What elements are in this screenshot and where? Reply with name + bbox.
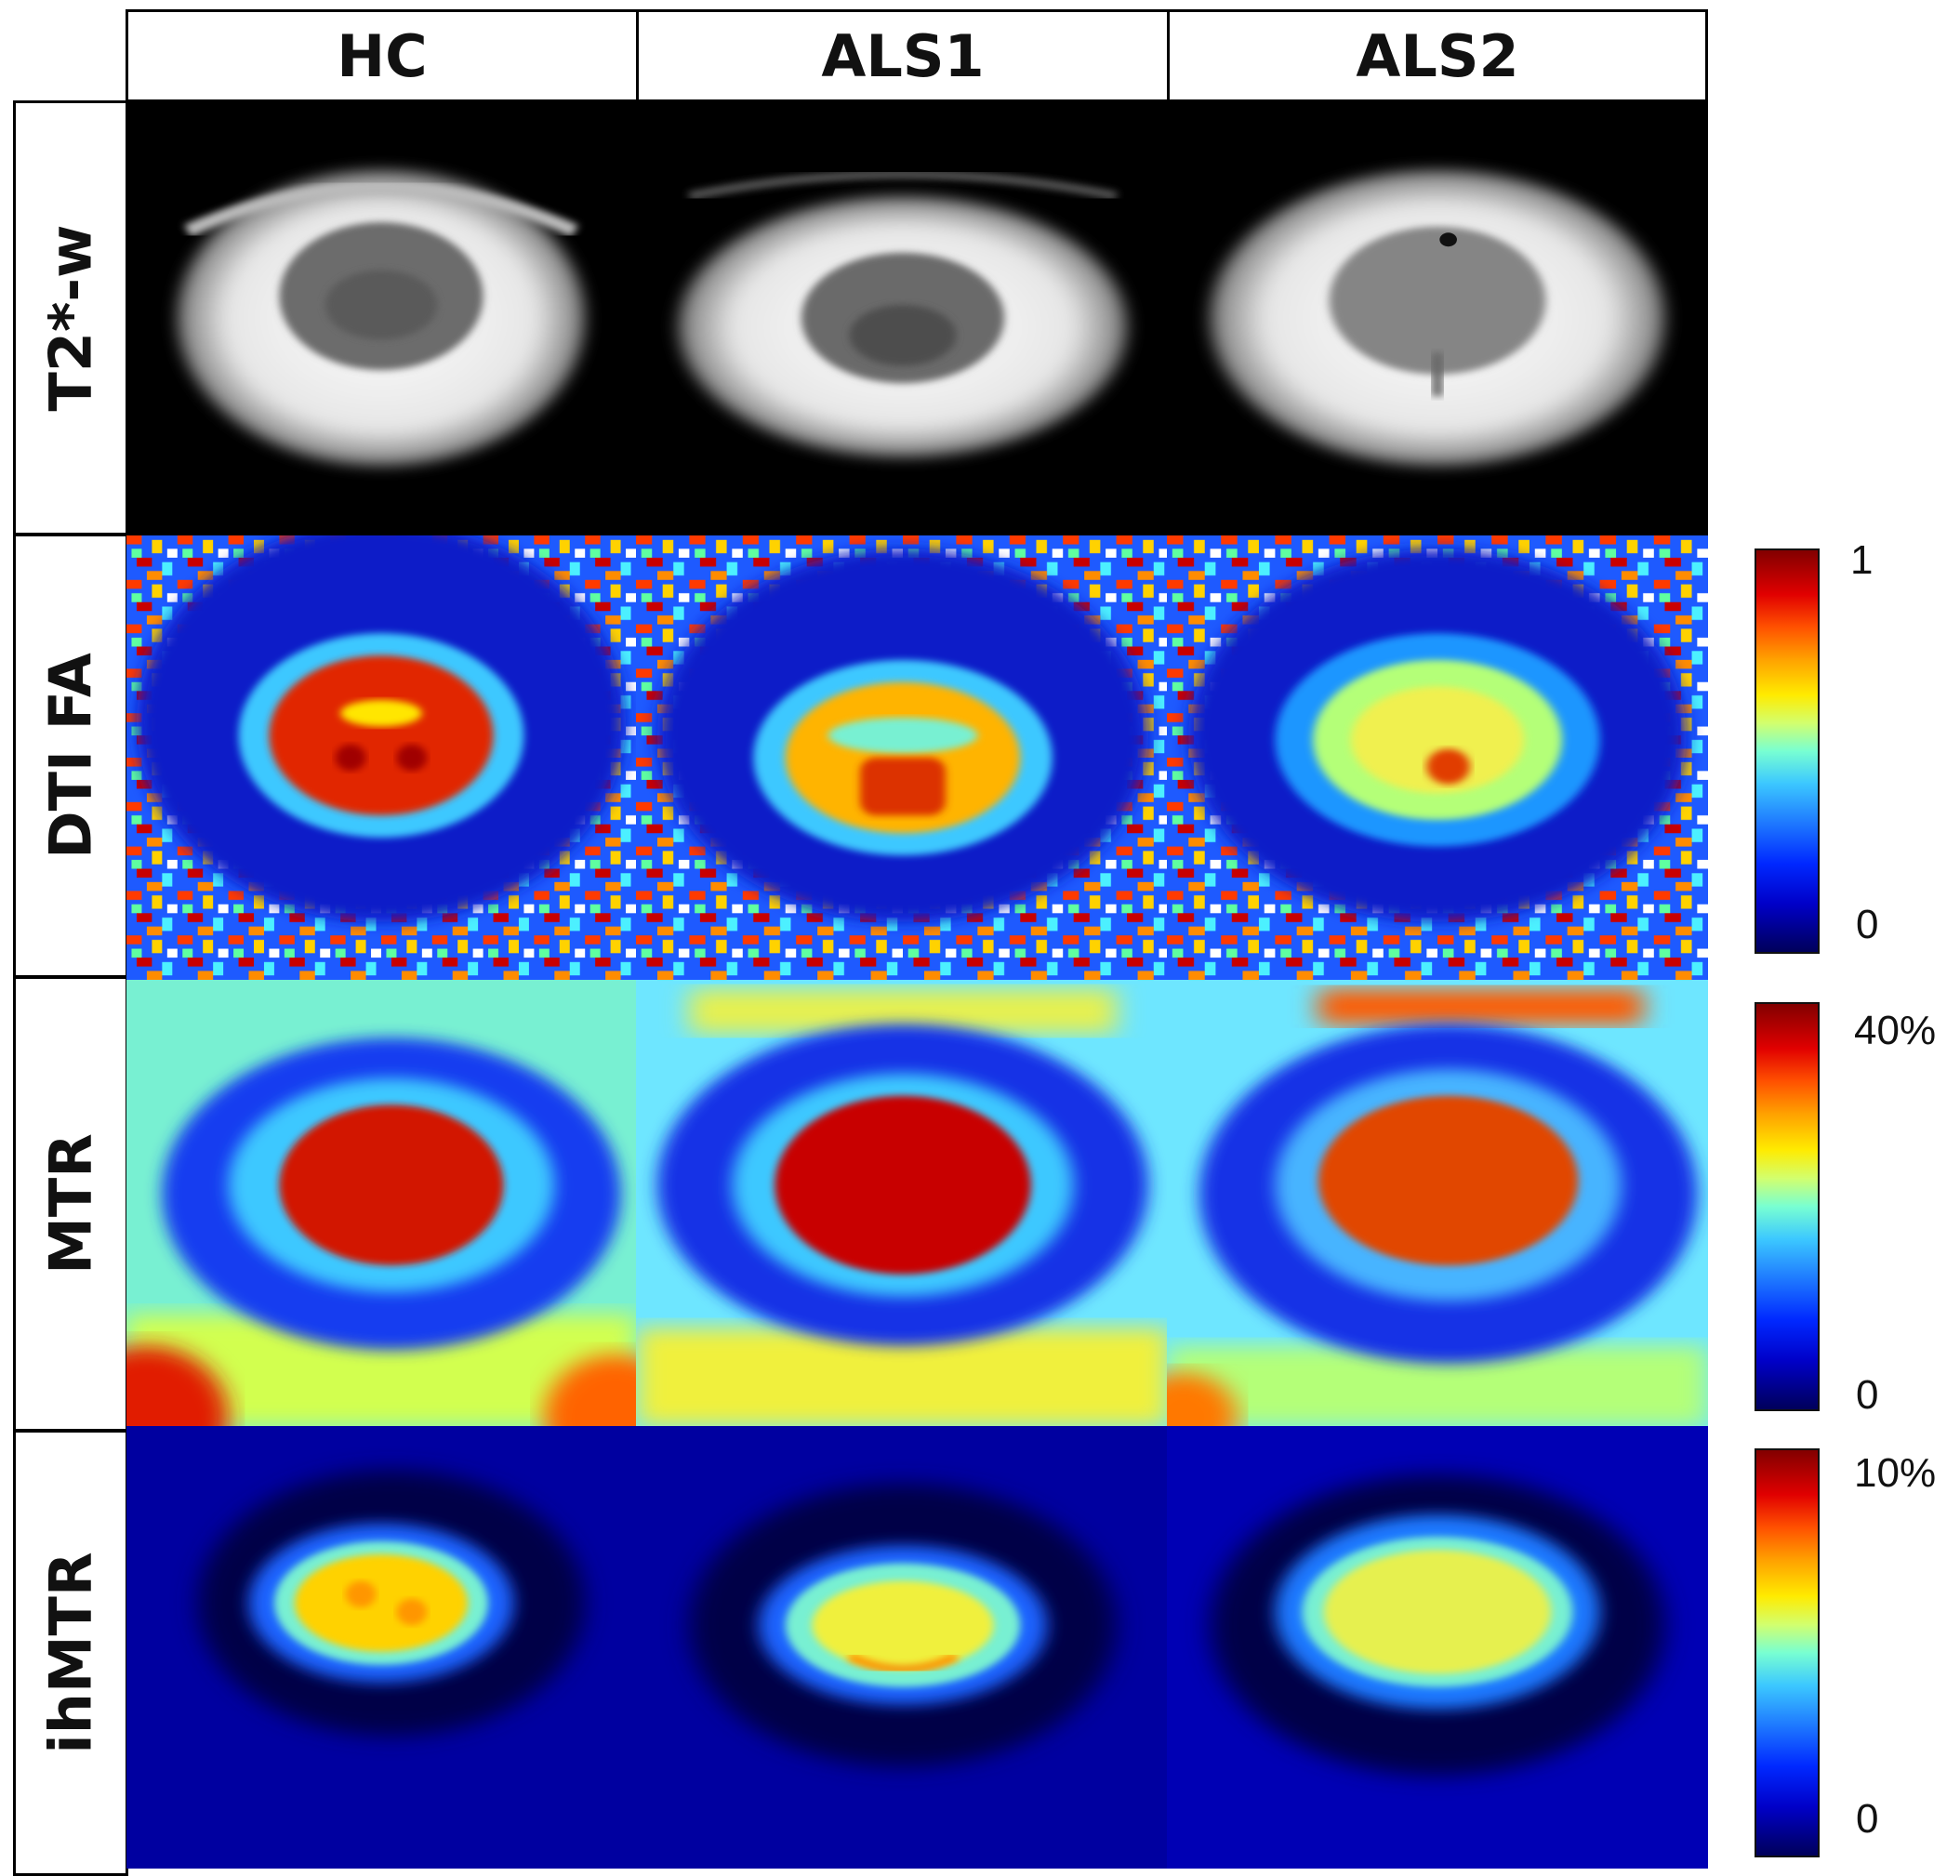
column-header-als1: ALS1 (636, 9, 1170, 102)
row-header-dti-fa: DTI FA (13, 534, 128, 978)
t2w-hc-image (126, 100, 636, 535)
ihmtr-colorbar-min: 0 (1856, 1796, 1879, 1842)
ihmtr-als2-image (1167, 1426, 1708, 1869)
mtr-hc-image (126, 980, 636, 1426)
row-label-t2w: T2*-w (36, 224, 105, 412)
column-header-als2: ALS2 (1167, 9, 1708, 102)
dti-fa-colorbar-min: 0 (1856, 902, 1879, 947)
mtr-als2-image (1167, 980, 1708, 1426)
dti-fa-colorbar (1755, 548, 1820, 954)
mtr-colorbar-max: 40% (1854, 1008, 1937, 1053)
dti-fa-als2-image (1167, 535, 1708, 980)
ihmtr-als1-image (636, 1426, 1170, 1869)
mtr-als1-image (636, 980, 1170, 1426)
row-header-t2w: T2*-w (13, 100, 128, 535)
ihmtr-hc-image (126, 1426, 636, 1869)
mtr-colorbar (1755, 1002, 1820, 1411)
row-header-ihmtr: ihMTR (13, 1430, 128, 1876)
mtr-colorbar-min: 0 (1856, 1372, 1879, 1418)
row-label-dti-fa: DTI FA (36, 653, 105, 859)
ihmtr-colorbar-max: 10% (1854, 1450, 1937, 1496)
row-label-ihmtr: ihMTR (36, 1552, 105, 1754)
dti-fa-hc-image (126, 535, 636, 980)
dti-fa-als1-image (636, 535, 1170, 980)
t2w-als2-image (1167, 100, 1708, 535)
dti-fa-colorbar-max: 1 (1850, 537, 1874, 583)
t2w-als1-image (636, 100, 1170, 535)
row-header-mtr: MTR (13, 976, 128, 1432)
column-header-hc: HC (126, 9, 639, 102)
row-label-mtr: MTR (36, 1133, 105, 1275)
ihmtr-colorbar (1755, 1448, 1820, 1857)
